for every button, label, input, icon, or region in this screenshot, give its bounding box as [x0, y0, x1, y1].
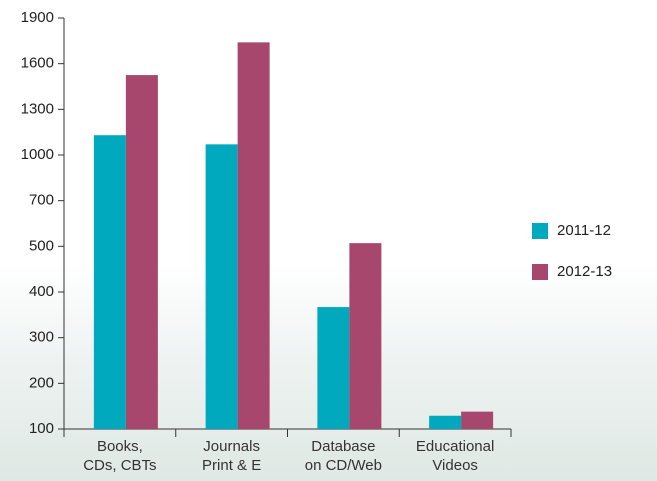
- bar: [429, 415, 462, 429]
- bar: [461, 411, 494, 429]
- x-tick-label: Books, CDs, CBTs: [83, 438, 157, 474]
- bar: [349, 243, 382, 429]
- y-tick-label: 1900: [21, 9, 54, 26]
- bar: [93, 135, 126, 429]
- bar: [205, 144, 238, 429]
- y-tick-label: 100: [29, 420, 54, 437]
- bar: [317, 307, 350, 429]
- x-tick-label: Educational Videos: [415, 438, 495, 474]
- legend-swatch: [532, 264, 548, 280]
- y-tick-label: 300: [29, 329, 54, 346]
- y-tick-label: 400: [29, 283, 54, 300]
- y-tick-label: 1300: [21, 100, 54, 117]
- y-tick-label: 700: [29, 192, 54, 209]
- bar: [125, 75, 158, 429]
- x-tick-label: Journals Print & E: [202, 438, 262, 474]
- x-tick-label: Database on CD/Web: [304, 438, 382, 474]
- y-tick-label: 1000: [21, 146, 54, 163]
- bar: [237, 42, 270, 429]
- legend-label: 2012-13: [557, 263, 612, 280]
- y-tick-label: 200: [29, 374, 54, 391]
- legend-swatch: [532, 223, 548, 239]
- y-tick-label: 500: [29, 237, 54, 254]
- legend-label: 2011-12: [557, 222, 611, 239]
- y-tick-label: 1600: [21, 55, 54, 72]
